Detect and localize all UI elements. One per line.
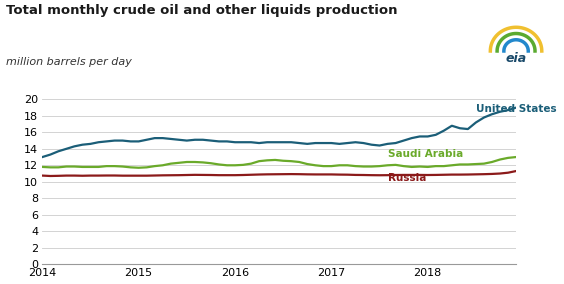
- Text: eia: eia: [505, 52, 527, 65]
- Text: United States: United States: [476, 104, 557, 114]
- Text: million barrels per day: million barrels per day: [6, 57, 131, 67]
- Text: Russia: Russia: [387, 173, 426, 183]
- Text: Total monthly crude oil and other liquids production: Total monthly crude oil and other liquid…: [6, 4, 397, 17]
- Text: Saudi Arabia: Saudi Arabia: [387, 149, 463, 159]
